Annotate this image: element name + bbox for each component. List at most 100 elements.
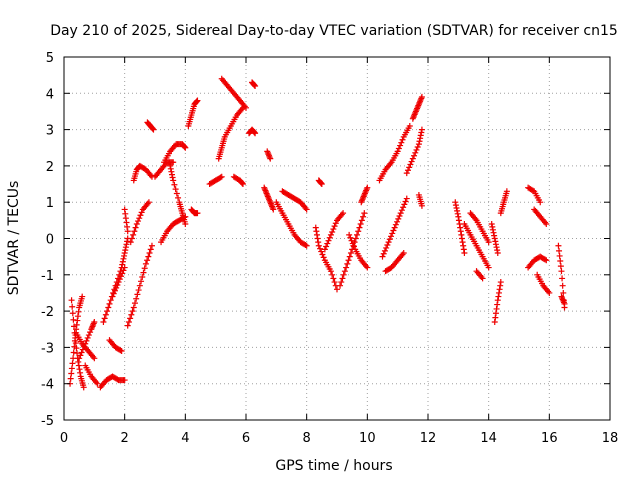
data-point — [418, 129, 425, 136]
data-point — [326, 234, 333, 241]
data-point — [453, 205, 460, 212]
data-point — [106, 300, 113, 307]
y-tick-label: -4 — [41, 378, 54, 393]
data-point — [70, 355, 77, 362]
data-point — [330, 275, 337, 282]
data-point — [413, 146, 420, 153]
y-tick-label: 0 — [46, 233, 54, 248]
data-point — [561, 300, 568, 307]
data-point — [69, 360, 76, 367]
data-point — [136, 215, 143, 222]
data-point — [73, 321, 80, 328]
data-point — [138, 209, 145, 216]
data-point — [124, 322, 131, 329]
data-point — [79, 293, 86, 300]
data-point — [411, 152, 418, 159]
data-point — [122, 247, 129, 254]
data-point — [115, 279, 122, 286]
data-point — [537, 199, 544, 206]
data-point — [318, 181, 325, 188]
data-point — [267, 155, 274, 162]
data-point — [340, 210, 347, 217]
data-point — [381, 247, 388, 254]
data-point — [121, 252, 128, 259]
data-point — [122, 215, 129, 222]
data-point — [194, 97, 201, 104]
data-point — [558, 268, 565, 275]
data-point — [492, 238, 499, 245]
data-point — [458, 235, 465, 242]
data-point — [127, 239, 134, 246]
data-point — [76, 355, 83, 362]
data-point — [69, 303, 76, 310]
data-point — [138, 278, 145, 285]
data-point — [394, 218, 401, 225]
data-point — [385, 239, 392, 246]
data-point — [110, 290, 117, 297]
data-point — [341, 268, 348, 275]
data-point — [132, 224, 139, 231]
y-tick-label: 4 — [46, 87, 54, 102]
data-point — [111, 287, 118, 294]
data-point — [303, 206, 310, 213]
data-point — [68, 297, 75, 304]
data-point — [170, 159, 177, 166]
x-tick-label: 10 — [359, 431, 376, 446]
data-point — [493, 244, 500, 251]
data-point — [485, 239, 492, 246]
data-point — [407, 161, 414, 168]
axis-ticks — [63, 56, 611, 421]
data-point — [84, 334, 91, 341]
y-tick-label: -3 — [41, 341, 54, 356]
data-point — [75, 358, 82, 365]
data-point — [392, 221, 399, 228]
data-point — [401, 201, 408, 208]
data-point — [131, 300, 138, 307]
data-point — [337, 282, 344, 289]
data-point — [100, 318, 107, 325]
data-point — [68, 370, 75, 377]
data-point — [395, 215, 402, 222]
data-point — [460, 242, 467, 249]
data-point — [149, 125, 156, 132]
data-point — [318, 180, 325, 187]
data-point — [146, 250, 153, 257]
data-point — [418, 126, 425, 133]
data-point — [194, 210, 201, 217]
data-point — [396, 212, 403, 219]
data-point — [398, 207, 405, 214]
data-point — [182, 144, 189, 151]
data-point — [118, 273, 125, 280]
data-point — [557, 258, 564, 265]
y-tick-label: -5 — [41, 414, 54, 429]
data-point — [77, 369, 84, 376]
data-point — [124, 228, 131, 235]
data-point — [142, 260, 149, 267]
data-point — [344, 260, 351, 267]
y-tick-label: 2 — [46, 160, 54, 175]
data-point — [493, 305, 500, 312]
data-point — [75, 362, 82, 369]
data-point — [85, 332, 92, 339]
data-point — [74, 350, 81, 357]
data-point — [460, 246, 467, 253]
data-point — [71, 337, 78, 344]
data-point — [175, 194, 182, 201]
data-point — [145, 253, 152, 260]
data-point — [329, 228, 336, 235]
data-point — [314, 235, 321, 242]
data-point — [347, 250, 354, 257]
x-tick-label: 2 — [121, 431, 129, 446]
data-point — [182, 220, 189, 227]
data-point — [239, 180, 246, 187]
data-point — [91, 318, 98, 325]
data-points — [67, 75, 568, 391]
data-point — [74, 317, 81, 324]
x-tick-label: 0 — [60, 431, 68, 446]
data-point — [91, 355, 98, 362]
data-point — [121, 206, 128, 213]
data-point — [416, 138, 423, 145]
data-point — [497, 279, 504, 286]
data-point — [494, 297, 501, 304]
data-point — [415, 141, 422, 148]
